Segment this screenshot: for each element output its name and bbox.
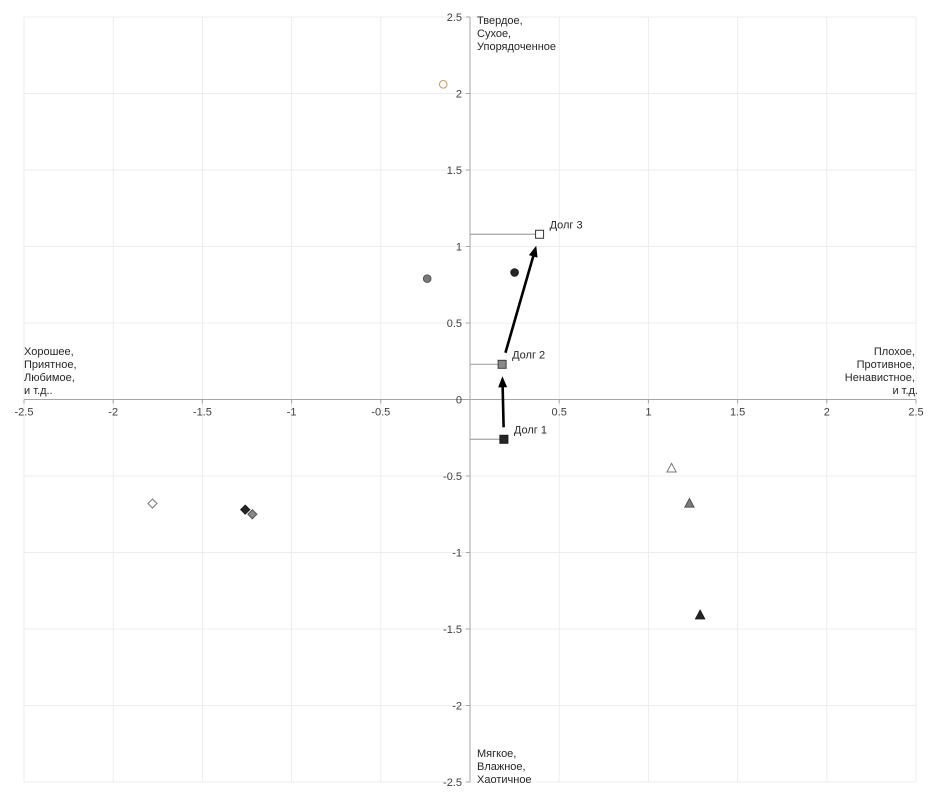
data-point-diamond — [147, 498, 158, 509]
left-axis-label-line: Хорошее, — [24, 346, 74, 358]
right-axis-label: Плохое, Противное, Ненавистное, и т.д. — [845, 346, 918, 397]
data-point-circle — [422, 274, 432, 283]
data-point-circle — [510, 268, 519, 277]
top-axis-label-line: Твердое, — [477, 15, 523, 27]
arrow-line — [501, 386, 505, 428]
x-tick-label: 2.5 — [908, 407, 923, 419]
y-tick-label: -1.5 — [443, 624, 462, 636]
data-point-triangle — [694, 609, 706, 620]
bottom-axis-label: Мягкое, Влажное, Хаотичное — [477, 748, 532, 786]
x-tick-label: 1.5 — [730, 407, 745, 419]
point-label: Долг 3 — [550, 219, 583, 231]
point-label: Долг 2 — [512, 349, 545, 361]
tick-labels: -2.5 -2 -1.5 -1 -0.5 0.5 1 1.5 2 2.5 2.5 2 1.5 1 0.5 0 -… — [15, 12, 924, 789]
y-tick-label: 1 — [456, 242, 462, 254]
y-tick-label: 2.5 — [447, 12, 462, 24]
bottom-axis-label-line: Влажное, — [477, 761, 526, 773]
data-point-triangle — [683, 497, 695, 508]
arrows — [498, 245, 538, 428]
x-tick-label: 2 — [824, 407, 830, 419]
y-tick-label: 2 — [456, 89, 462, 101]
x-tick-label: -1.5 — [193, 407, 212, 419]
x-tick-label: -1 — [287, 407, 297, 419]
right-axis-label-line: Противное, — [857, 359, 915, 371]
data-point-circle — [438, 80, 448, 89]
arrowhead — [498, 376, 508, 388]
quadrant-labels: Твердое, Сухое, Упорядоченное Мягкое, Вл… — [24, 15, 918, 786]
x-tick-label: 0.5 — [552, 407, 567, 419]
data-point-square — [499, 434, 509, 444]
x-tick-label: -0.5 — [371, 407, 390, 419]
top-axis-label-line: Упорядоченное — [477, 41, 556, 53]
axes — [23, 16, 917, 783]
left-axis-label-line: Любимое, — [24, 372, 75, 384]
arrow-line — [504, 255, 535, 354]
data-point-diamond — [240, 504, 251, 515]
data-point-diamond — [247, 509, 258, 520]
right-axis-label-line: Ненавистное, — [845, 372, 915, 384]
left-axis-label-line: Приятное, — [24, 359, 77, 371]
y-tick-label: -0.5 — [443, 471, 462, 483]
top-axis-label: Твердое, Сухое, Упорядоченное — [477, 15, 556, 53]
leader-lines — [470, 233, 536, 440]
bottom-axis-label-line: Мягкое, — [477, 748, 516, 760]
x-tick-label: 1 — [645, 407, 651, 419]
bottom-axis-label-line: Хаотичное — [477, 774, 532, 786]
data-point-square — [497, 359, 507, 369]
y-tick-label: -2.5 — [443, 777, 462, 789]
data-point-square — [535, 229, 545, 239]
data-points — [147, 80, 706, 620]
y-tick-label: 1.5 — [447, 165, 462, 177]
y-tick-label: 0.5 — [447, 318, 462, 330]
x-tick-label: -2.5 — [15, 407, 34, 419]
y-tick-label: -1 — [452, 548, 462, 560]
y-tick-label: -2 — [452, 701, 462, 713]
point-label: Долг 1 — [514, 424, 547, 436]
right-axis-label-line: Плохое, — [874, 346, 915, 358]
data-point-triangle — [666, 462, 678, 473]
x-tick-label: -2 — [108, 407, 118, 419]
top-axis-label-line: Сухое, — [477, 28, 511, 40]
y-tick-label: 0 — [456, 395, 462, 407]
arrowhead — [528, 245, 538, 258]
right-axis-label-line: и т.д. — [892, 385, 918, 397]
point-labels: Долг 1 Долг 2 Долг 3 — [512, 219, 583, 436]
left-axis-label: Хорошее, Приятное, Любимое, и т.д.. — [24, 346, 80, 397]
left-axis-label-line: и т.д.. — [24, 385, 53, 397]
